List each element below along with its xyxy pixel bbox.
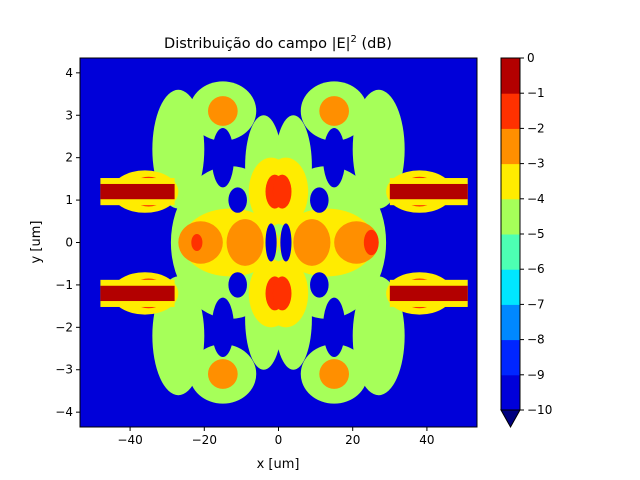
x-axis: −40 −20 0 20 40 (117, 427, 435, 447)
colorbar-tick-label: −7 (527, 297, 545, 311)
y-tick-label: 1 (65, 193, 73, 207)
heatmap-area (80, 58, 477, 427)
field-gap (280, 223, 292, 262)
y-axis: −4 −3 −2 −1 0 1 2 3 4 (55, 66, 80, 419)
x-tick-label: 0 (275, 433, 283, 447)
field-gap (228, 187, 247, 213)
x-tick-label: 20 (345, 433, 360, 447)
chart-title-superscript: 2 (351, 34, 357, 45)
y-tick-label: −3 (55, 363, 73, 377)
y-tick-label: 0 (65, 236, 73, 250)
colorbar-band (501, 269, 520, 305)
field-region (191, 234, 203, 251)
y-tick-label: −1 (55, 278, 73, 292)
field-region (363, 229, 379, 256)
field-gap (323, 127, 346, 188)
colorbar-band (501, 163, 520, 200)
field-region (272, 276, 292, 311)
field-gap (211, 127, 234, 188)
chart-title-main: Distribuição do campo |E| (164, 36, 350, 52)
colorbar-tick-label: −1 (527, 86, 545, 100)
field-gap (228, 272, 247, 298)
field-gap (310, 272, 329, 298)
x-tick-label: 40 (419, 433, 434, 447)
colorbar-band (501, 304, 520, 341)
colorbar-tick-label: −5 (527, 227, 545, 241)
colorbar-tick-label: −3 (527, 157, 545, 171)
y-tick-label: 4 (65, 66, 73, 80)
field-region (272, 174, 292, 209)
field-region (208, 359, 238, 389)
chart-title: Distribuição do campo |E|2 (dB) (164, 34, 392, 52)
colorbar-band (501, 339, 520, 376)
field-region (293, 219, 331, 266)
field-region (319, 96, 349, 126)
colorbar-tick-label: 0 (527, 51, 535, 65)
colorbar-tick-label: −8 (527, 333, 545, 347)
x-tick-label: −20 (192, 433, 217, 447)
field-region (226, 219, 264, 266)
x-axis-label: x [um] (257, 457, 300, 472)
colorbar-band (501, 198, 520, 235)
colorbar-tick-label: −9 (527, 368, 545, 382)
colorbar-extend-arrow (500, 409, 521, 429)
colorbar-band (501, 93, 520, 129)
colorbar-band (501, 58, 520, 94)
y-tick-label: −4 (55, 405, 73, 419)
colorbar-tick-label: −2 (527, 121, 545, 135)
waveguide-core (100, 183, 175, 200)
field-gap (265, 223, 277, 262)
waveguide-core (389, 183, 468, 200)
field-gap (323, 297, 346, 358)
field-gap (211, 297, 234, 358)
waveguide-core (389, 285, 468, 302)
waveguide-core (100, 285, 175, 302)
x-tick-label: −40 (117, 433, 142, 447)
colorbar-tick-label: −10 (527, 403, 552, 417)
field-region (319, 359, 349, 389)
field-region (208, 96, 238, 126)
y-axis-label: y [um] (29, 221, 44, 264)
y-tick-label: 3 (65, 108, 73, 122)
field-gap (310, 187, 329, 213)
chart-title-suffix: (dB) (357, 36, 392, 52)
colorbar: −10−9−8−7−6−5−4−3−2−10 (500, 51, 552, 429)
colorbar-band (501, 128, 520, 165)
y-tick-label: 2 (65, 151, 73, 165)
colorbar-band (501, 374, 520, 411)
colorbar-tick-label: −4 (527, 192, 545, 206)
y-tick-label: −2 (55, 320, 73, 334)
colorbar-tick-label: −6 (527, 262, 545, 276)
colorbar-band (501, 234, 520, 270)
